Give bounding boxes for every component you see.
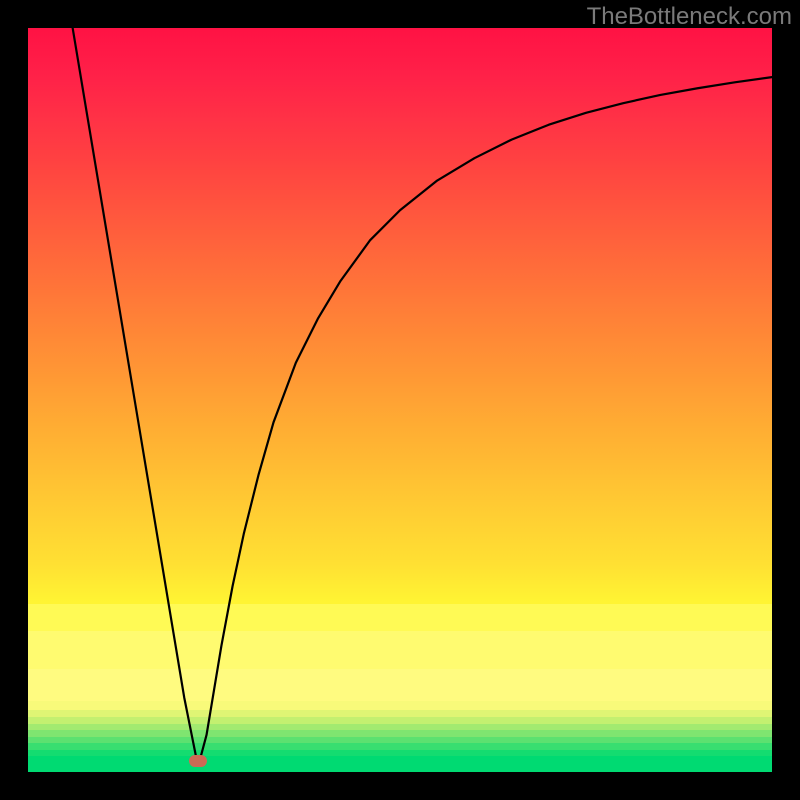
minimum-marker: [189, 755, 207, 767]
stage: TheBottleneck.com: [0, 0, 800, 800]
curve-path: [73, 28, 772, 757]
watermark-text: TheBottleneck.com: [587, 3, 792, 31]
bottleneck-curve: [28, 28, 772, 772]
chart-frame: [0, 0, 800, 800]
chart-surface: [28, 28, 772, 772]
